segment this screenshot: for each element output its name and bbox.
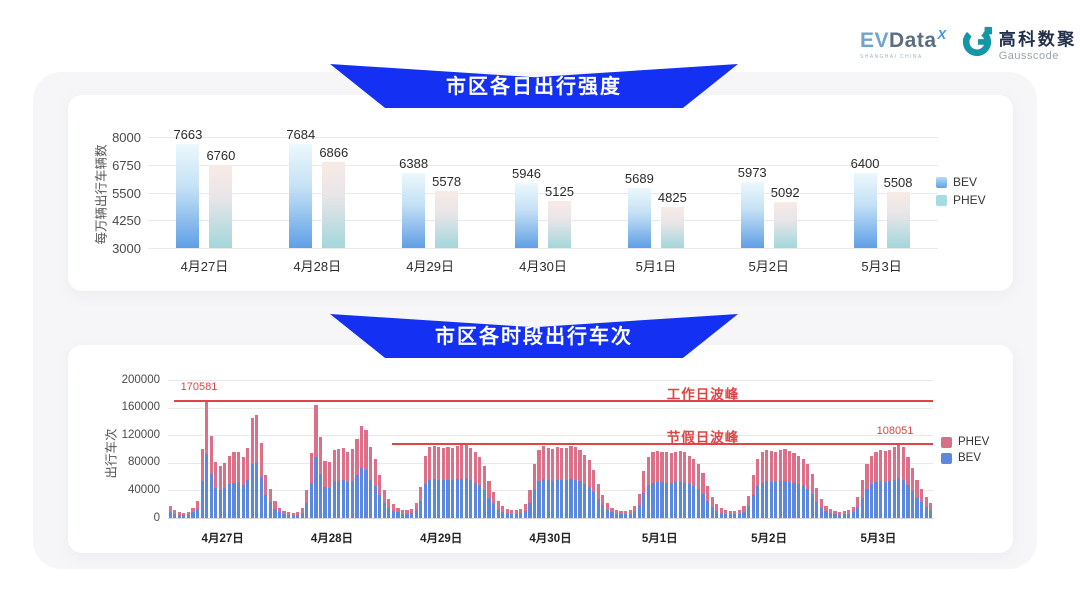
bev-swatch-icon — [936, 176, 947, 188]
holiday-peak-label: 节假日波峰 — [666, 430, 740, 445]
gausscode-g-icon — [961, 25, 993, 62]
chart2-legend: PHEV BEV — [941, 436, 989, 468]
gausscode-logo: 高科数聚 Gausscode — [961, 25, 1077, 62]
gausscode-en-name: Gausscode — [998, 49, 1059, 62]
evdata-logo: EVDataX SHANGHAI CHINA — [860, 27, 947, 60]
chart1-y-axis-title: 每万辆出行车辆数 — [94, 144, 109, 245]
gausscode-cn-name: 高科数聚 — [998, 29, 1077, 49]
header-logos: EVDataX SHANGHAI CHINA 高科数聚 Gausscode — [860, 22, 1074, 64]
chart2-title: 市区各时段出行车次 — [435, 326, 633, 348]
chart2-card — [68, 345, 1013, 553]
chart1-legend-item-bev[interactable]: BEV — [936, 175, 986, 189]
holiday-peak-line — [392, 443, 933, 445]
chart1-title: 市区各日出行强度 — [446, 76, 622, 98]
chart2-y-axis-title: 出行车次 — [104, 428, 119, 479]
chart1-legend: BEV PHEV — [936, 175, 986, 211]
chart2-legend-item-bev[interactable]: BEV — [941, 452, 989, 464]
workday-peak-line — [174, 400, 933, 402]
chart1-legend-item-phev[interactable]: PHEV — [936, 193, 986, 207]
bev-swatch-icon — [941, 452, 952, 464]
evdata-subtext: SHANGHAI CHINA — [860, 53, 923, 60]
evdata-wordmark: EVDataX — [860, 26, 947, 52]
workday-peak-value: 170581 — [180, 381, 218, 393]
phev-swatch-icon — [936, 194, 947, 206]
phev-swatch-icon — [941, 436, 952, 448]
workday-peak-label: 工作日波峰 — [666, 387, 740, 402]
holiday-peak-value: 108051 — [876, 425, 914, 437]
chart2-legend-item-phev[interactable]: PHEV — [941, 436, 989, 448]
chart1-title-banner: 市区各日出行强度 — [330, 64, 738, 108]
evdata-x-icon: X — [937, 26, 947, 42]
chart1-card — [68, 95, 1013, 291]
chart2-title-banner: 市区各时段出行车次 — [330, 314, 738, 358]
